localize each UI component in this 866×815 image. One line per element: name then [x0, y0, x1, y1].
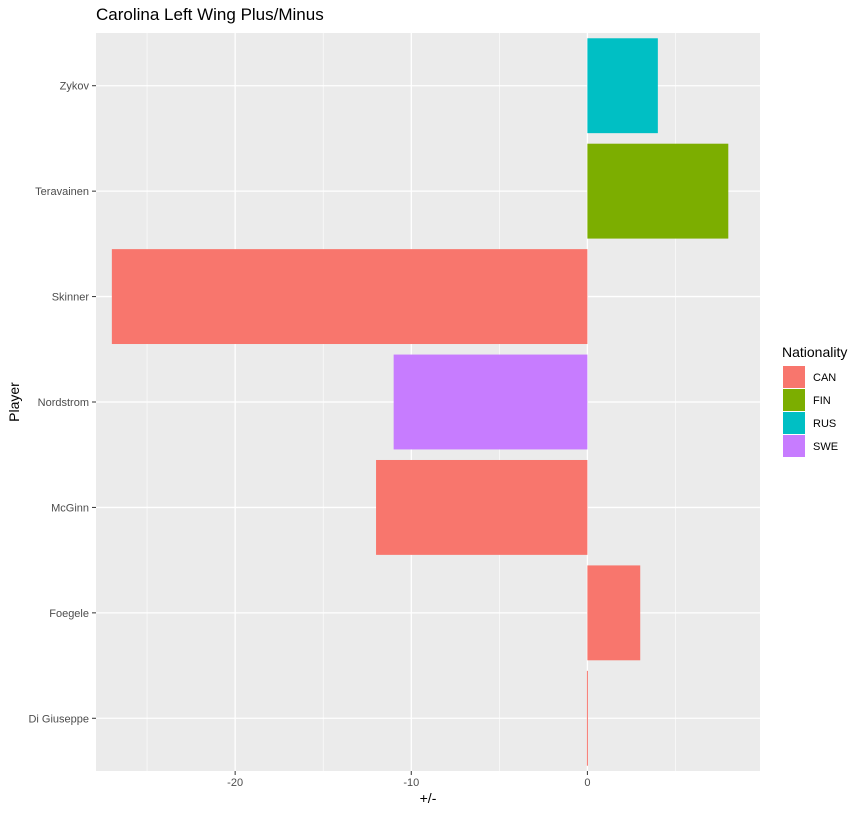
bars-group [111, 38, 729, 766]
bar-di-giuseppe [586, 670, 588, 766]
x-axis-title: +/- [420, 790, 437, 806]
bar-skinner [111, 249, 588, 345]
y-tick-label: Di Giuseppe [28, 713, 89, 725]
bar-zykov [587, 38, 658, 134]
legend-key-can [783, 366, 805, 388]
bar-mcginn [376, 459, 588, 555]
y-tick-label: Skinner [52, 292, 90, 304]
y-axis-title: Player [6, 382, 22, 422]
x-tick-label: -20 [227, 777, 243, 789]
legend-key-fin [783, 389, 805, 411]
y-tick-label: Nordstrom [38, 397, 89, 409]
legend-label: CAN [813, 372, 836, 384]
bar-foegele [587, 565, 641, 661]
x-tick-label: 0 [584, 777, 590, 789]
legend-label: FIN [813, 395, 831, 407]
y-tick-label: Foegele [49, 608, 89, 620]
legend-title: Nationality [782, 344, 847, 360]
legend-label: RUS [813, 418, 836, 430]
bar-nordstrom [393, 354, 588, 450]
legend-key-rus [783, 412, 805, 434]
legend-label: SWE [813, 441, 838, 453]
y-axis: Di Giuseppe Foegele McGinn Nordstrom Skinner… [28, 81, 96, 725]
legend: Nationality CAN FIN RUS SWE [782, 344, 847, 457]
y-tick-label: McGinn [51, 502, 89, 514]
chart-title: Carolina Left Wing Plus/Minus [96, 5, 324, 24]
x-tick-label: -10 [403, 777, 419, 789]
x-axis: -20 -10 0 [227, 771, 590, 789]
bar-teravainen [587, 143, 729, 239]
legend-key-swe [783, 435, 805, 457]
y-tick-label: Teravainen [35, 186, 89, 198]
y-tick-label: Zykov [60, 81, 90, 93]
